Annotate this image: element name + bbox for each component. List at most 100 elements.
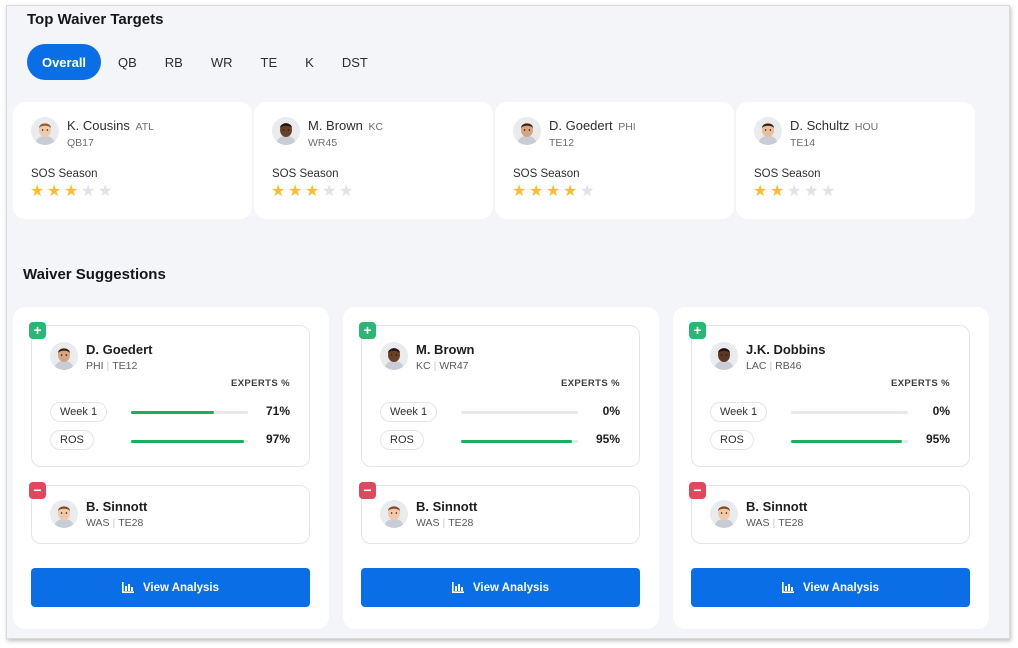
- waiver-suggestions-title: Waiver Suggestions: [23, 266, 166, 283]
- player-avatar: [710, 342, 738, 370]
- add-player-card[interactable]: D. Goedert PHI | TE12 EXPERTS % Week 1 71%…: [31, 325, 310, 467]
- player-avatar: [31, 117, 59, 145]
- drop-player-card[interactable]: B. Sinnott WAS | TE28: [31, 485, 310, 544]
- player-team: ATL: [135, 121, 154, 133]
- ros-percent: 95%: [595, 432, 620, 446]
- star-icon: ★: [753, 183, 768, 200]
- minus-icon: −: [689, 482, 706, 499]
- drop-player-meta: WAS | TE28: [746, 517, 803, 529]
- tab-qb[interactable]: QB: [118, 54, 137, 70]
- ros-progress-fill: [131, 440, 245, 443]
- drop-player-name[interactable]: B. Sinnott: [416, 499, 478, 514]
- target-cards: K. Cousins ATL QB17 SOS Season ★ ★ ★ ★ ★ M. …: [13, 102, 977, 219]
- player-position-rank: TE14: [790, 137, 816, 149]
- player-avatar: [272, 117, 300, 145]
- star-icon: ★: [30, 183, 45, 200]
- star-icon: ★: [787, 183, 802, 200]
- player-avatar: [380, 500, 408, 528]
- player-avatar: [513, 117, 541, 145]
- star-icon: ★: [339, 183, 354, 200]
- drop-player-team: WAS: [416, 517, 440, 529]
- ros-pill: ROS: [710, 430, 754, 450]
- sos-label: SOS Season: [31, 168, 98, 180]
- player-name[interactable]: D. Goedert: [549, 118, 613, 133]
- player-team: HOU: [854, 121, 879, 133]
- week1-percent: 0%: [602, 404, 620, 418]
- add-player-card[interactable]: J.K. Dobbins LAC | RB46 EXPERTS % Week 1 0…: [691, 325, 970, 467]
- drop-player-card[interactable]: B. Sinnott WAS | TE28: [361, 485, 640, 544]
- star-icon: ★: [804, 183, 819, 200]
- sos-label: SOS Season: [513, 168, 580, 180]
- tab-k[interactable]: K: [305, 54, 314, 70]
- ros-progress-fill: [791, 440, 903, 443]
- week1-progress-fill: [131, 411, 215, 414]
- player-position-rank: WR45: [308, 137, 338, 149]
- tab-dst[interactable]: DST: [341, 54, 368, 70]
- tab-rb[interactable]: RB: [164, 54, 183, 70]
- meta-divider: |: [106, 360, 110, 372]
- star-icon: ★: [770, 183, 785, 200]
- star-icon: ★: [322, 183, 337, 200]
- add-player-name[interactable]: M. Brown: [416, 342, 475, 357]
- tab-wr[interactable]: WR: [210, 54, 233, 70]
- drop-player-team: WAS: [86, 517, 110, 529]
- add-player-pos: RB46: [775, 360, 802, 372]
- drop-player-name[interactable]: B. Sinnott: [746, 499, 808, 514]
- target-card[interactable]: M. Brown KC WR45 SOS Season ★ ★ ★ ★ ★: [254, 102, 493, 219]
- star-icon: ★: [512, 183, 527, 200]
- star-icon: ★: [47, 183, 62, 200]
- star-icon: ★: [64, 183, 79, 200]
- player-avatar: [754, 117, 782, 145]
- bar-chart-icon: [781, 582, 794, 593]
- drop-player-card[interactable]: B. Sinnott WAS | TE28: [691, 485, 970, 544]
- add-player-team: KC: [416, 360, 431, 372]
- target-card[interactable]: D. Goedert PHI TE12 SOS Season ★ ★ ★ ★ ★: [495, 102, 734, 219]
- add-player-card[interactable]: M. Brown KC | WR47 EXPERTS % Week 1 0% ROS…: [361, 325, 640, 467]
- drop-player-pos: TE28: [778, 517, 804, 529]
- view-analysis-label: View Analysis: [472, 581, 550, 594]
- player-avatar: [710, 500, 738, 528]
- ros-progress-bar: [131, 440, 248, 443]
- experts-label: EXPERTS %: [230, 378, 290, 389]
- view-analysis-button[interactable]: View Analysis: [361, 568, 640, 607]
- week1-pill: Week 1: [710, 402, 768, 422]
- add-player-name[interactable]: D. Goedert: [86, 342, 153, 357]
- ros-percent: 97%: [265, 432, 290, 446]
- drop-player-pos: TE28: [448, 517, 474, 529]
- add-player-team: PHI: [86, 360, 104, 372]
- sos-rating: ★ ★ ★ ★ ★: [512, 183, 597, 201]
- suggestion-column: M. Brown KC | WR47 EXPERTS % Week 1 0% ROS…: [343, 307, 659, 629]
- star-icon: ★: [529, 183, 544, 200]
- tab-te[interactable]: TE: [260, 54, 278, 70]
- drop-player-pos: TE28: [118, 517, 144, 529]
- player-name[interactable]: D. Schultz: [790, 118, 850, 133]
- week1-percent: 0%: [932, 404, 950, 418]
- ros-pill: ROS: [50, 430, 94, 450]
- meta-divider: |: [442, 517, 446, 529]
- star-icon: ★: [288, 183, 303, 200]
- add-player-name[interactable]: J.K. Dobbins: [746, 342, 826, 357]
- week1-pill: Week 1: [50, 402, 108, 422]
- meta-divider: |: [772, 517, 776, 529]
- bar-chart-icon: [451, 582, 464, 593]
- ros-progress-bar: [461, 440, 578, 443]
- tab-overall[interactable]: Overall: [27, 44, 101, 80]
- add-player-pos: TE12: [112, 360, 138, 372]
- minus-icon: −: [29, 482, 46, 499]
- meta-divider: |: [112, 517, 116, 529]
- star-icon: ★: [580, 183, 595, 200]
- drop-player-name[interactable]: B. Sinnott: [86, 499, 148, 514]
- target-card[interactable]: D. Schultz HOU TE14 SOS Season ★ ★ ★ ★ ★: [736, 102, 975, 219]
- player-position-rank: TE12: [549, 137, 575, 149]
- player-name[interactable]: M. Brown: [308, 118, 363, 133]
- player-avatar: [380, 342, 408, 370]
- week1-progress-bar: [791, 411, 908, 414]
- player-name[interactable]: K. Cousins: [67, 118, 130, 133]
- waiver-panel: Top Waiver Targets Overall QB RB WR TE K…: [6, 5, 1010, 639]
- drop-player-meta: WAS | TE28: [86, 517, 143, 529]
- view-analysis-button[interactable]: View Analysis: [31, 568, 310, 607]
- add-player-meta: PHI | TE12: [86, 360, 137, 372]
- view-analysis-button[interactable]: View Analysis: [691, 568, 970, 607]
- target-card[interactable]: K. Cousins ATL QB17 SOS Season ★ ★ ★ ★ ★: [13, 102, 252, 219]
- star-icon: ★: [305, 183, 320, 200]
